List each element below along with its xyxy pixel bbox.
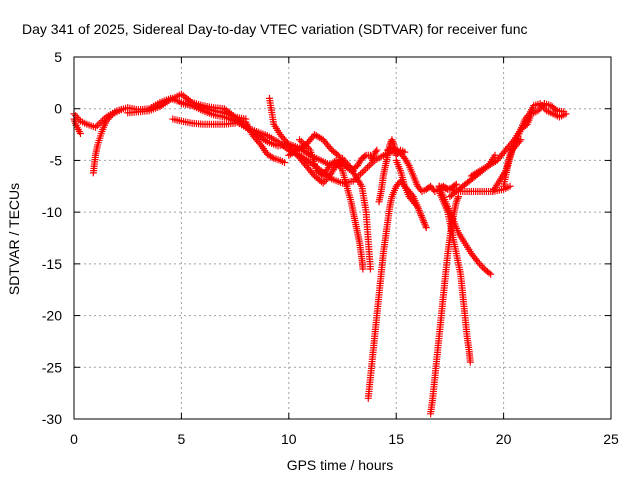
data-point — [506, 182, 514, 190]
data-point — [417, 212, 425, 220]
y-tick-label: -10 — [42, 204, 62, 220]
series-arc-06 — [169, 115, 239, 128]
data-point — [268, 153, 276, 161]
data-point — [388, 136, 396, 144]
data-point — [76, 130, 84, 138]
series-arc-03 — [89, 106, 125, 177]
x-tick-label: 25 — [603, 431, 619, 447]
data-point — [414, 205, 422, 213]
series-arc-02 — [70, 115, 84, 138]
series-arc-11 — [364, 177, 422, 402]
data-point — [372, 148, 380, 156]
data-point — [361, 152, 369, 160]
data-point — [399, 153, 407, 161]
data-point — [454, 194, 462, 202]
data-point — [453, 196, 461, 204]
data-point — [452, 198, 460, 206]
data-point — [466, 358, 474, 366]
series-arc-07 — [231, 115, 289, 166]
data-point — [422, 222, 430, 230]
data-point — [524, 112, 532, 120]
data-point — [487, 270, 495, 278]
y-axis-label: SDTVAR / TECUs — [6, 183, 22, 295]
series-arc-14 — [392, 156, 430, 232]
data-point — [415, 206, 423, 214]
data-point — [373, 146, 381, 154]
data-point — [326, 144, 334, 152]
series-arc-17 — [435, 182, 495, 278]
data-point — [491, 151, 499, 159]
series-arc-22 — [500, 136, 525, 190]
series-arc-12 — [375, 136, 409, 206]
data-point — [419, 217, 427, 225]
y-tick-label: -5 — [50, 152, 63, 168]
data-point — [366, 265, 374, 273]
data-point — [419, 215, 427, 223]
data-point — [421, 220, 429, 228]
data-point — [418, 213, 426, 221]
plot-frame — [73, 56, 612, 420]
x-tick-label: 10 — [281, 431, 297, 447]
series-arc-10 — [296, 136, 367, 273]
data-point — [416, 208, 424, 216]
y-tick-label: -25 — [42, 359, 62, 375]
data-point — [309, 170, 317, 178]
x-tick-label: 15 — [388, 431, 404, 447]
series-arc-15 — [427, 193, 462, 418]
x-tick-label: 5 — [178, 431, 186, 447]
data-point — [255, 139, 263, 147]
y-tick-label: -15 — [42, 256, 62, 272]
data-point — [420, 218, 428, 226]
data-point — [117, 106, 125, 114]
data-point — [414, 203, 422, 211]
axis-ticks: 0 5 10 15 20 25 -30 -25 -20 -15 -10 -5 0 5 — [42, 49, 619, 447]
data-point — [485, 269, 493, 277]
data-point — [452, 180, 460, 188]
y-tick-label: -30 — [42, 411, 62, 427]
x-tick-label: 20 — [496, 431, 512, 447]
plot-area — [70, 90, 570, 418]
x-tick-label: 0 — [70, 431, 78, 447]
y-tick-label: 5 — [54, 49, 62, 65]
data-point — [417, 210, 425, 218]
y-tick-label: -20 — [42, 308, 62, 324]
grid-lines — [74, 57, 611, 419]
data-point — [515, 137, 523, 145]
series-arc-13 — [384, 144, 460, 195]
data-point — [389, 137, 397, 145]
data-point — [359, 265, 367, 273]
data-point — [281, 158, 289, 166]
data-point — [422, 224, 430, 232]
data-point — [517, 136, 525, 144]
y-tick-label: 0 — [54, 101, 62, 117]
data-point — [451, 181, 459, 189]
data-point — [389, 139, 397, 147]
chart-title: Day 341 of 2025, Sidereal Day-to-day VTE… — [22, 21, 528, 37]
x-axis-label: GPS time / hours — [287, 457, 394, 473]
data-point — [562, 110, 570, 118]
